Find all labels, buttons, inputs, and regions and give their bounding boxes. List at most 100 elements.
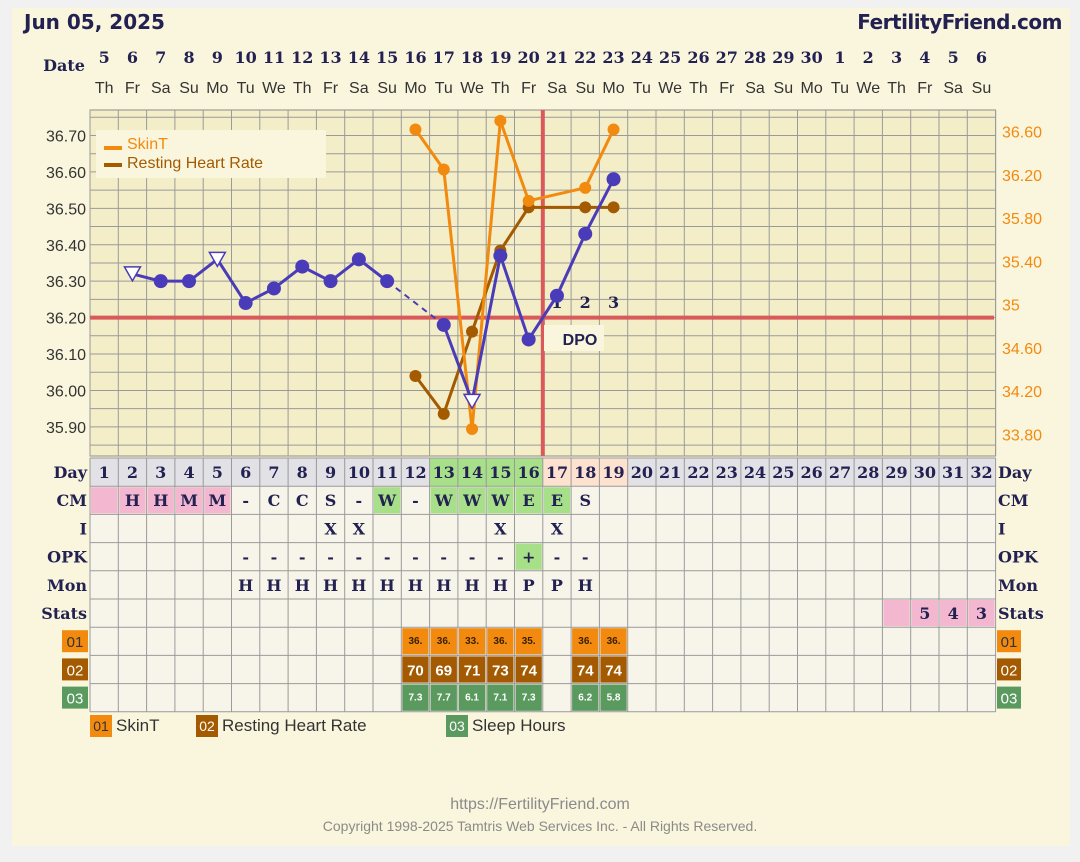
legend-heart-rate-swatch: 02 [196,715,218,737]
legend-sleep-label: Sleep Hours [472,716,566,735]
mon-cell-text: H [295,576,310,595]
y-left-tick: 36.70 [46,128,86,145]
legend-skin-swatch: 01 [90,715,112,737]
r02-cell-bg [487,656,514,683]
date-label: 13 [319,48,341,67]
cm-cell-text: - [412,491,419,510]
mon-cell-text: H [578,576,593,595]
row-badge-left-text: 03 [67,691,84,708]
mon-cell-text: P [551,576,563,595]
date-label: 6 [127,48,138,67]
cycle-day-number: 4 [183,463,194,482]
date-label: 8 [183,48,194,67]
heart_rate-segment [414,375,445,415]
date-label: 30 [801,48,823,67]
bbt-segment [442,324,474,402]
date-label: 9 [212,48,223,67]
weekday-label: We [262,80,286,97]
cm-cell-bg [374,487,401,514]
r01-cell-text: 36. [493,636,507,647]
cycle-day-number: 16 [518,463,540,482]
footer-copyright: Copyright 1998-2025 Tamtris Web Services… [322,818,758,834]
row-label-left: OPK [47,548,88,567]
i-cell-text: X [494,519,507,538]
r03-cell-bg [402,684,429,711]
stats-cell-text: 4 [948,604,959,623]
cm-cell-text: C [296,491,309,510]
cm-cell-bg [147,487,174,514]
row-label-right: CM [998,491,1028,510]
bbt-segment [386,280,445,326]
stats-cell-text: 5 [919,604,930,623]
row-label-left: CM [57,491,87,510]
bbt-point [295,259,310,274]
skin_temp-point [437,163,450,176]
bbt-segment [527,294,559,341]
row-badge-right-text: 02 [1001,662,1018,679]
date-label: 1 [834,48,845,67]
cm-cell-text: - [356,491,363,510]
cycle-day-number: 9 [325,463,336,482]
weekday-label: Th [887,80,906,97]
skin_temp-segment [583,128,615,189]
row-badge-left [62,658,88,681]
r02-cell-bg [600,656,627,683]
row-badge-left [62,686,88,709]
y-right-tick: 35.80 [1002,211,1042,228]
heart_rate-point [466,325,479,338]
brand-name[interactable]: FertilityFriend.com [857,10,1062,34]
r01-cell-bg [458,628,486,655]
bbt-segment [216,258,247,304]
date-label: 28 [744,48,766,67]
opk-cell-text: - [356,548,363,567]
r03-cell-text: 6.2 [578,693,592,704]
r01-cell-text: 33. [465,636,479,647]
legend-box [96,130,326,178]
date-label: 6 [976,48,987,67]
weekday-label: Th [491,80,510,97]
r03-cell-text: 7.1 [493,693,507,704]
opk-cell-text: - [412,548,419,567]
dpo-number: 2 [580,293,591,312]
weekday-label: Su [972,80,992,97]
weekday-label: We [658,80,682,97]
cm-cell-text: W [434,491,454,510]
r03-cell-text: 7.7 [437,693,451,704]
weekday-label: Su [179,80,199,97]
bbt-point [238,296,253,311]
skin_temp-segment [414,128,445,171]
date-row-label: Date [43,56,85,75]
legend-sleep-swatch: 03 [446,715,468,737]
y-right-tick: 33.80 [1002,427,1042,444]
cycle-day-number: 19 [602,463,624,482]
footer-url[interactable]: https://FertilityFriend.com [450,796,630,813]
bbt-point [521,332,536,347]
bbt-segment [470,255,502,402]
cm-cell-text: M [208,491,226,510]
r01-cell-bg [487,628,514,655]
opk-cell-text: - [554,548,561,567]
weekday-label: Mo [801,80,823,97]
weekday-label: Sa [745,80,765,97]
chart-date: Jun 05, 2025 [24,10,165,34]
cm-cell-text: - [242,491,249,510]
dpo-label: DPO [563,332,598,349]
date-label: 29 [772,48,794,67]
row-label-right: OPK [998,548,1039,567]
cycle-day-number: 14 [461,463,483,482]
weekday-label: Su [774,80,794,97]
mon-cell-text: H [238,576,253,595]
cm-cell-bg [119,487,146,514]
cycle-day-number: 22 [687,463,709,482]
dpo-number: 3 [608,293,619,312]
r02-cell-text: 74 [520,662,537,679]
row-badge-right [997,630,1021,653]
heart_rate-segment [499,206,530,252]
cycle-day-number: 31 [942,463,964,482]
r02-cell-text: 73 [492,662,509,679]
date-label: 12 [291,48,313,67]
cycle-day-number: 6 [240,463,251,482]
day-cell-highlight [514,458,543,487]
r02-cell-text: 70 [407,662,424,679]
